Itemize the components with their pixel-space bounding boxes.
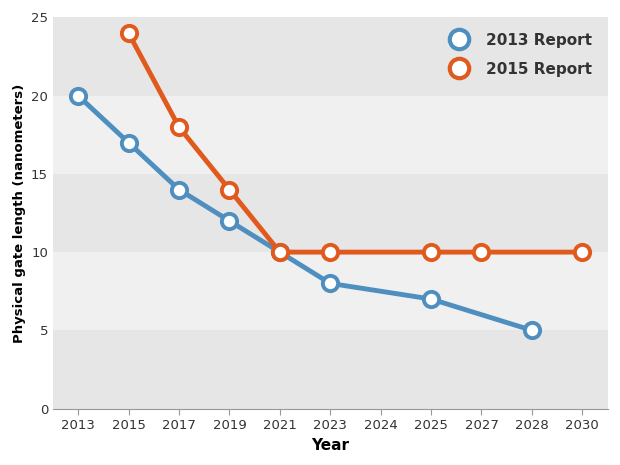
Legend: 2013 Report, 2015 Report: 2013 Report, 2015 Report — [436, 25, 600, 84]
Bar — [53, 330, 608, 409]
Bar — [53, 96, 608, 174]
Bar — [53, 18, 608, 96]
Bar — [53, 174, 608, 252]
Y-axis label: Physical gate length (nanometers): Physical gate length (nanometers) — [12, 83, 25, 343]
Bar — [53, 252, 608, 330]
X-axis label: Year: Year — [311, 438, 349, 452]
